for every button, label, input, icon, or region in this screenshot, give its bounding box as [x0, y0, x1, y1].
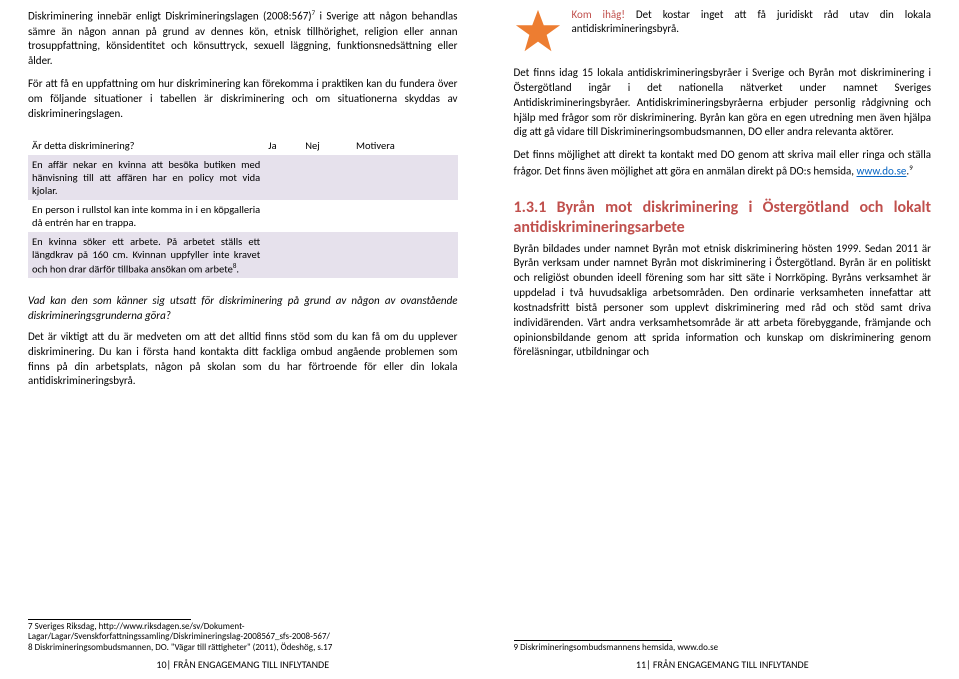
- remember-callout: Kom ihåg! Det kostar inget att få juridi…: [514, 8, 932, 56]
- no-cell: [301, 200, 352, 232]
- yes-cell: [264, 200, 301, 232]
- footnote-7: 7 Sveriges Riksdag, http://www.riksdagen…: [28, 622, 452, 644]
- footnote-9: 9 Diskrimineringsombudsmannens hemsida, …: [514, 643, 926, 654]
- scenario-cell: En affär nekar en kvinna att besöka buti…: [28, 155, 264, 200]
- motivate-cell: [352, 155, 457, 200]
- para-2: För att få en uppfattning om hur diskrim…: [28, 77, 458, 122]
- scenario-cell: En person i rullstol kan inte komma in i…: [28, 200, 264, 232]
- scenario-pre: En kvinna söker ett arbete. På arbetet s…: [32, 235, 260, 275]
- remember-label: Kom ihåg!: [572, 8, 625, 21]
- motivate-cell: [352, 232, 457, 278]
- th-yes: Ja: [264, 136, 301, 155]
- no-cell: [301, 232, 352, 278]
- discrimination-table: Är detta diskriminering? Ja Nej Motivera…: [28, 136, 458, 279]
- table-row: En affär nekar en kvinna att besöka buti…: [28, 155, 458, 200]
- italic-prompt: Vad kan den som känner sig utsatt för di…: [28, 294, 458, 324]
- footnotes-right: 9 Diskrimineringsombudsmannens hemsida, …: [514, 640, 673, 654]
- page-footer-left: 10| FRÅN ENGAGEMANG TILL INFLYTANDE: [28, 658, 458, 671]
- yes-cell: [264, 155, 301, 200]
- footnotes-left: 7 Sveriges Riksdag, http://www.riksdagen…: [28, 619, 191, 654]
- page-footer-right: 11| FRÅN ENGAGEMANG TILL INFLYTANDE: [514, 658, 932, 671]
- table-row: En kvinna söker ett arbete. På arbetet s…: [28, 232, 458, 278]
- right-para-3: Byrån bildades under namnet Byrån mot et…: [514, 242, 932, 361]
- do-link[interactable]: www.do.se: [857, 165, 907, 178]
- th-no: Nej: [301, 136, 352, 155]
- right-para-1: Det finns idag 15 lokala antidiskriminer…: [514, 66, 932, 140]
- star-shape: [515, 10, 559, 51]
- footnote-8: 8 Diskrimineringsombudsmannen, DO. "Väga…: [28, 643, 452, 654]
- section-heading-1-3-1: 1.3.1 Byrån mot diskriminering i Östergö…: [514, 198, 932, 238]
- right-page: Kom ihåg! Det kostar inget att få juridi…: [480, 0, 959, 679]
- scenario-cell: En kvinna söker ett arbete. På arbetet s…: [28, 232, 264, 278]
- th-question: Är detta diskriminering?: [28, 136, 264, 155]
- remember-text: Det kostar inget att få juridiskt råd ut…: [572, 8, 932, 35]
- no-cell: [301, 155, 352, 200]
- right-para-2: Det finns möjlighet att direkt ta kontak…: [514, 148, 932, 179]
- yes-cell: [264, 232, 301, 278]
- para-1: Diskriminering innebär enligt Diskrimine…: [28, 8, 458, 69]
- para-3: Det är viktigt att du är medveten om att…: [28, 330, 458, 389]
- scenario-post: .: [236, 262, 239, 275]
- para-1-text: Diskriminering innebär enligt Diskrimine…: [28, 10, 312, 23]
- table-row: En person i rullstol kan inte komma in i…: [28, 200, 458, 232]
- motivate-cell: [352, 200, 457, 232]
- remember-text-block: Kom ihåg! Det kostar inget att få juridi…: [572, 8, 932, 37]
- footnote-ref-9: 9: [909, 163, 913, 172]
- th-motivate: Motivera: [352, 136, 457, 155]
- star-icon: [514, 8, 562, 56]
- left-page: Diskriminering innebär enligt Diskrimine…: [0, 0, 480, 679]
